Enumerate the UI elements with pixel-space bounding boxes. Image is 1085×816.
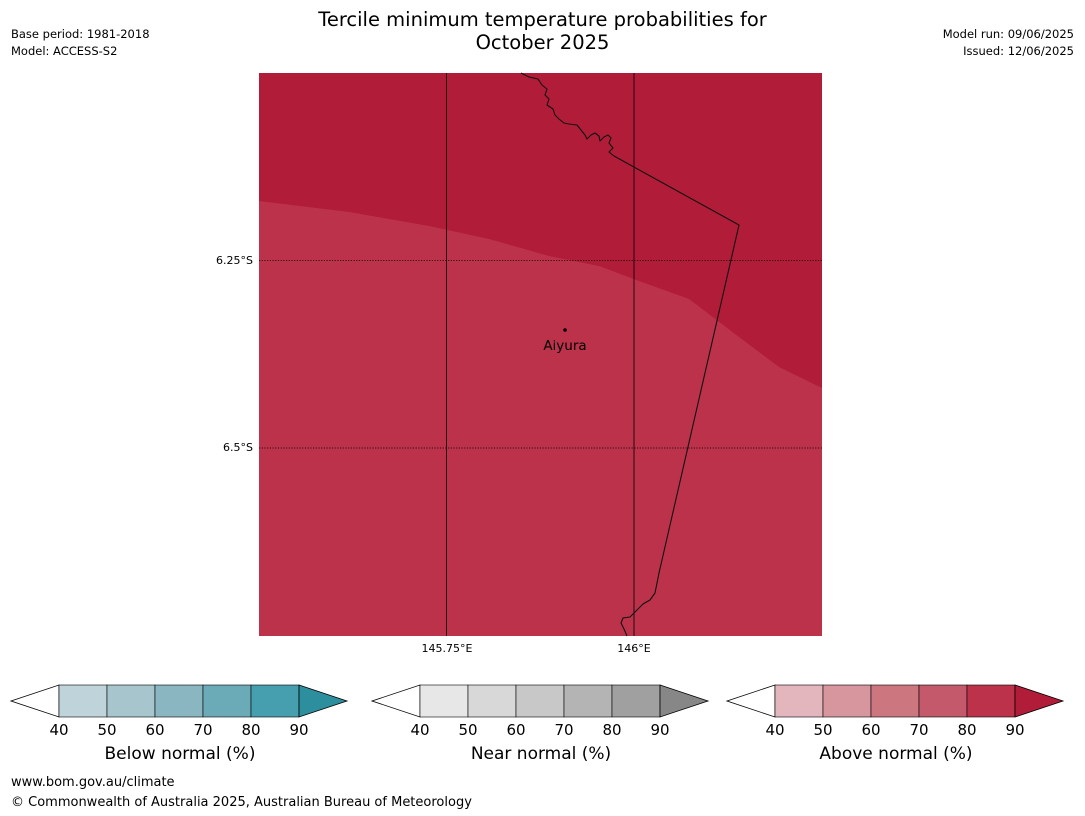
near-normal-scale — [371, 684, 710, 718]
map-title: Tercile minimum temperature probabilitie… — [200, 8, 885, 54]
below-normal-colorbar: 40 50 60 70 80 90 — [10, 684, 350, 740]
tick-label: 70 — [193, 721, 213, 739]
below-normal-scale — [10, 684, 349, 718]
model-text: Model: ACCESS-S2 — [11, 44, 118, 58]
longitude-label-145-75: 145.75°E — [421, 642, 473, 655]
above-normal-scale — [726, 684, 1065, 718]
footer-url: www.bom.gov.au/climate — [11, 775, 175, 790]
town-marker — [563, 328, 567, 332]
tick-label: 50 — [813, 721, 833, 739]
longitude-label-146: 146°E — [617, 642, 651, 655]
base-period-text: Base period: 1981-2018 — [11, 27, 150, 41]
tick-label: 90 — [1005, 721, 1025, 739]
below-normal-ticks: 40 50 60 70 80 90 — [10, 720, 350, 740]
near-normal-colorbar: 40 50 60 70 80 90 — [371, 684, 711, 740]
probability-map: Aiyura — [259, 72, 822, 637]
header-meta-right: Model run: 09/06/2025 Issued: 12/06/2025 — [943, 26, 1074, 60]
tick-label: 60 — [861, 721, 881, 739]
above-normal-ticks: 40 50 60 70 80 90 — [726, 720, 1066, 740]
tick-label: 50 — [97, 721, 117, 739]
tick-label: 80 — [241, 721, 261, 739]
tick-label: 60 — [506, 721, 526, 739]
footer-copyright: © Commonwealth of Australia 2025, Austra… — [11, 795, 472, 810]
tick-label: 70 — [554, 721, 574, 739]
tick-label: 80 — [957, 721, 977, 739]
tick-label: 40 — [410, 721, 430, 739]
tick-label: 80 — [602, 721, 622, 739]
town-label: Aiyura — [543, 338, 586, 354]
tick-label: 60 — [145, 721, 165, 739]
tick-label: 90 — [289, 721, 309, 739]
latitude-label-6-5: 6.5°S — [223, 441, 253, 454]
above-normal-colorbar: 40 50 60 70 80 90 — [726, 684, 1066, 740]
tick-label: 40 — [49, 721, 69, 739]
tick-label: 40 — [765, 721, 785, 739]
model-run-text: Model run: 09/06/2025 — [942, 27, 1074, 41]
latitude-label-6-25: 6.25°S — [216, 254, 253, 267]
region-above-70-80 — [259, 201, 822, 636]
border-line — [520, 72, 740, 637]
tick-label: 90 — [650, 721, 670, 739]
issued-text: Issued: 12/06/2025 — [963, 44, 1074, 58]
near-normal-label: Near normal (%) — [470, 744, 612, 764]
tick-label: 50 — [458, 721, 478, 739]
near-normal-ticks: 40 50 60 70 80 90 — [371, 720, 711, 740]
above-normal-label: Above normal (%) — [819, 744, 973, 764]
title-line-2: October 2025 — [475, 31, 610, 54]
tick-label: 70 — [909, 721, 929, 739]
title-line-1: Tercile minimum temperature probabilitie… — [318, 8, 767, 31]
header-meta-left: Base period: 1981-2018 Model: ACCESS-S2 — [11, 26, 150, 60]
below-normal-label: Below normal (%) — [104, 744, 256, 764]
